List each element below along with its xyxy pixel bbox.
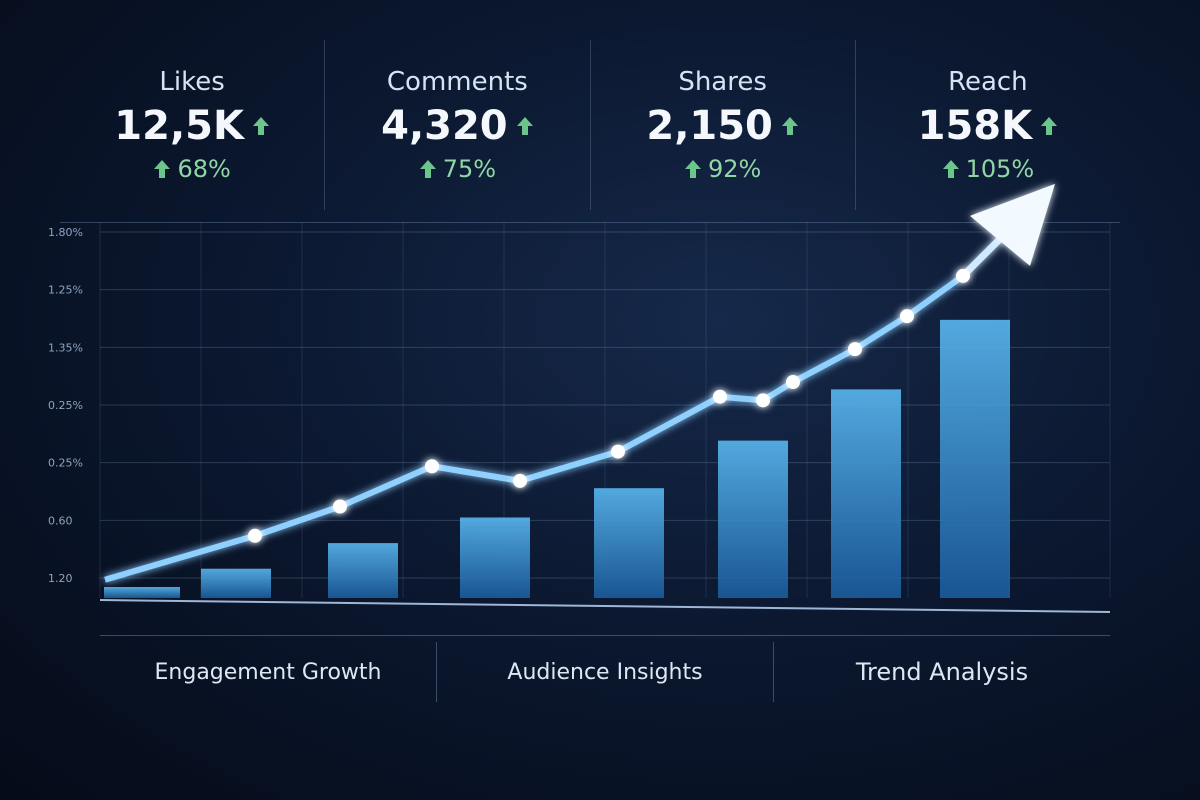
- trend-arrowhead: [970, 183, 1055, 266]
- metric-value-row: 158K: [918, 103, 1059, 149]
- line-point: [425, 459, 439, 474]
- metric-value: 2,150: [646, 103, 773, 149]
- line-point: [848, 342, 862, 357]
- metric-label: Reach: [948, 67, 1028, 97]
- up-arrow-icon: [516, 117, 533, 135]
- metric-value-row: 4,320: [381, 103, 534, 149]
- bar: [104, 587, 180, 598]
- line-point: [900, 309, 914, 324]
- metric-change: 105%: [965, 155, 1035, 183]
- tab[interactable]: Engagement Growth: [100, 642, 437, 702]
- line-point: [956, 268, 970, 283]
- metric-value: 4,320: [381, 103, 508, 149]
- metric-card: Shares 2,150 92%: [591, 40, 856, 210]
- metric-label: Shares: [678, 67, 767, 97]
- tab[interactable]: Audience Insights: [437, 642, 774, 702]
- up-arrow-icon: [942, 160, 959, 178]
- line-point: [248, 528, 262, 543]
- up-arrow-icon: [252, 117, 269, 135]
- metric-label: Comments: [386, 67, 528, 97]
- metric-label: Likes: [159, 67, 225, 97]
- y-axis-label: 0.25%: [48, 457, 83, 470]
- up-arrow-icon: [1041, 117, 1058, 135]
- line-point: [756, 393, 770, 408]
- y-axis-label: 0.25%: [48, 399, 83, 412]
- line-point: [786, 375, 800, 390]
- bar: [328, 543, 398, 598]
- y-axis-label: 1.25%: [48, 284, 83, 297]
- metric-value-row: 12,5K: [114, 103, 270, 149]
- bar: [460, 517, 530, 598]
- metric-change-row: 92%: [684, 155, 761, 183]
- metric-card: Reach 158K 105%: [856, 40, 1120, 210]
- line-point: [513, 473, 527, 488]
- tab-bar: Engagement Growth Audience Insights Tren…: [100, 635, 1110, 702]
- y-axis-label: 0.60: [48, 514, 73, 527]
- metric-change: 92%: [707, 155, 762, 183]
- bar: [718, 440, 788, 598]
- metric-value: 12,5K: [114, 103, 244, 149]
- y-axis-label: 1.20: [48, 572, 73, 585]
- metric-change: 75%: [442, 155, 497, 183]
- metric-value: 158K: [917, 103, 1033, 149]
- bar: [940, 319, 1010, 598]
- metric-change-row: 68%: [153, 155, 231, 183]
- bar: [201, 568, 271, 598]
- bar: [594, 488, 664, 598]
- metric-card: Comments 4,320 75%: [325, 40, 591, 210]
- up-arrow-icon: [684, 160, 701, 178]
- metrics-row: Likes 12,5K 68% Comments 4,320 75% Share…: [60, 40, 1120, 210]
- y-axis-label: 1.35%: [48, 341, 83, 354]
- x-axis: [99, 599, 1111, 613]
- trend-line: [104, 273, 965, 583]
- up-arrow-icon: [154, 160, 171, 178]
- metric-value-row: 2,150: [646, 103, 799, 149]
- up-arrow-icon: [781, 117, 798, 135]
- chart: 1.80% 1.25% 1.35% 0.25% 0.25% 0.60 1.20: [48, 183, 1111, 613]
- metric-change-row: 105%: [942, 155, 1035, 183]
- line-point: [713, 389, 727, 404]
- divider: [60, 222, 1120, 223]
- metric-change-row: 75%: [419, 155, 496, 183]
- metric-card: Likes 12,5K 68%: [60, 40, 326, 210]
- metric-change: 68%: [177, 155, 231, 183]
- line-point: [333, 499, 347, 514]
- up-arrow-icon: [419, 160, 436, 178]
- bar: [831, 389, 901, 598]
- tab[interactable]: Trend Analysis: [855, 658, 1029, 686]
- y-axis-label: 1.80%: [48, 226, 83, 239]
- line-point: [611, 444, 625, 459]
